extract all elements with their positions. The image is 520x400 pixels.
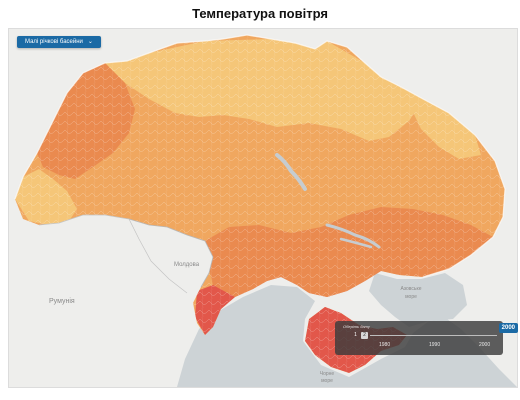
timeline-title: Оберіть дату <box>343 324 370 329</box>
dnipro-river <box>339 237 373 249</box>
map-view[interactable]: Малі річкові басейни ⌄ Молдова Румунія А… <box>8 28 518 388</box>
label-azov-sea: Азовське море <box>400 286 422 300</box>
azov-sea <box>369 273 467 327</box>
year-tick-1990: 1990 <box>429 342 441 348</box>
romania-border <box>38 214 188 294</box>
kakhovka-reservoir <box>325 223 381 249</box>
label-moldova: Молдова <box>174 262 200 268</box>
mode-button-2[interactable]: 2 <box>361 332 368 339</box>
temperature-map[interactable] <box>9 29 517 387</box>
label-romania: Румунія <box>49 298 75 305</box>
timeline-slider[interactable] <box>370 335 497 336</box>
kyiv-reservoir <box>275 153 381 249</box>
basin-type-label: Малі річкові басейни <box>25 39 83 45</box>
year-tick-2000: 2000 <box>479 342 491 348</box>
chevron-down-icon: ⌄ <box>87 39 93 45</box>
moldova-border <box>128 218 214 288</box>
mode-button-1[interactable]: 1 <box>354 332 357 338</box>
year-tick-1980: 1980 <box>379 342 391 348</box>
label-black-sea: Чорне море <box>319 371 335 384</box>
map-title: Температура повітря <box>192 6 328 21</box>
national-border <box>14 34 506 278</box>
current-year-badge[interactable]: 2000 <box>498 323 518 333</box>
basin-type-dropdown[interactable]: Малі річкові басейни ⌄ <box>17 36 101 48</box>
black-sea <box>177 285 517 387</box>
timeline-panel[interactable]: Оберіть дату 1 2 1980 1990 2000 <box>335 321 503 355</box>
